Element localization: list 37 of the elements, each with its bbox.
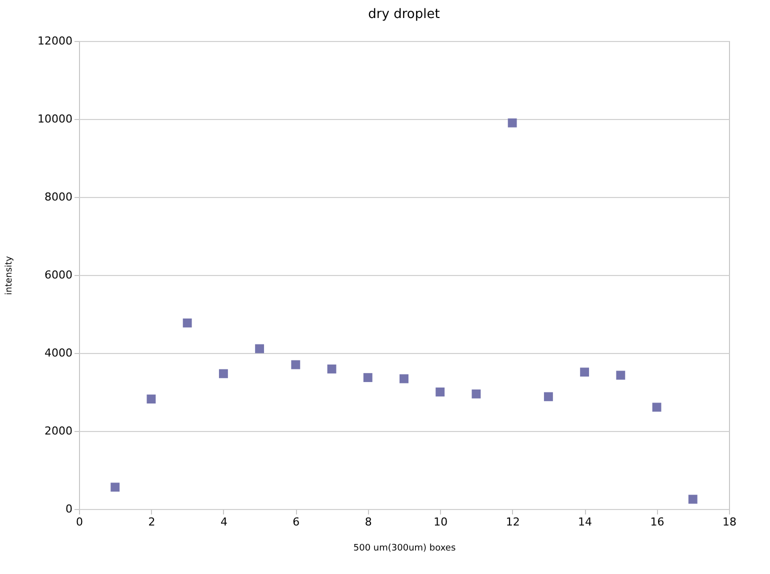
point: [182, 318, 192, 328]
x-tick-label: 16: [650, 516, 664, 528]
x-tick-label: 0: [76, 516, 83, 528]
point: [400, 374, 408, 384]
x-tick-label: 14: [578, 516, 592, 528]
point: [580, 368, 590, 377]
y-tick-label: 10000: [38, 112, 72, 126]
y-tick-label: 8000: [44, 190, 72, 204]
y-tick-label: 6000: [44, 268, 72, 282]
chart-title: dry droplet: [368, 7, 440, 22]
point: [616, 370, 626, 380]
point: [436, 388, 445, 396]
x-tick-label: 12: [506, 516, 520, 528]
point: [146, 394, 156, 404]
point: [327, 364, 336, 374]
y-tick-label: 12000: [38, 34, 72, 48]
point: [652, 402, 662, 412]
x-tick-label: 18: [722, 516, 736, 528]
x-tick-label: 6: [292, 516, 300, 528]
x-tick-label: 8: [364, 516, 372, 528]
x-tick-label: 10: [434, 516, 448, 528]
point: [363, 373, 372, 382]
point: [688, 494, 698, 504]
point: [218, 369, 228, 378]
point: [255, 344, 264, 354]
point: [544, 392, 553, 402]
x-tick-label: 2: [148, 516, 156, 528]
y-tick-label: 2000: [44, 424, 72, 438]
point: [472, 389, 481, 398]
y-tick-label: 4000: [44, 346, 72, 360]
point: [110, 482, 120, 492]
x-axis-title: 500 um(300um) boxes: [353, 544, 456, 554]
x-tick-label: 4: [220, 516, 228, 528]
point: [508, 118, 517, 128]
point: [291, 360, 300, 370]
y-axis-title: intensity: [4, 255, 15, 296]
y-tick-label: 0: [66, 502, 72, 516]
